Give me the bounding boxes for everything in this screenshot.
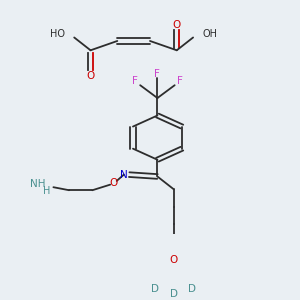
Text: O: O (110, 178, 118, 188)
Text: O: O (86, 71, 95, 81)
Text: D: D (188, 284, 196, 294)
Text: F: F (132, 76, 138, 86)
Text: H: H (43, 186, 50, 196)
Text: O: O (170, 255, 178, 265)
Text: OH: OH (202, 29, 217, 39)
Text: F: F (154, 69, 160, 79)
Text: F: F (177, 76, 183, 86)
Text: D: D (151, 284, 159, 294)
Text: O: O (172, 20, 181, 30)
Text: N: N (120, 169, 128, 180)
Text: NH: NH (30, 179, 45, 189)
Text: HO: HO (50, 29, 65, 39)
Text: D: D (170, 289, 178, 299)
